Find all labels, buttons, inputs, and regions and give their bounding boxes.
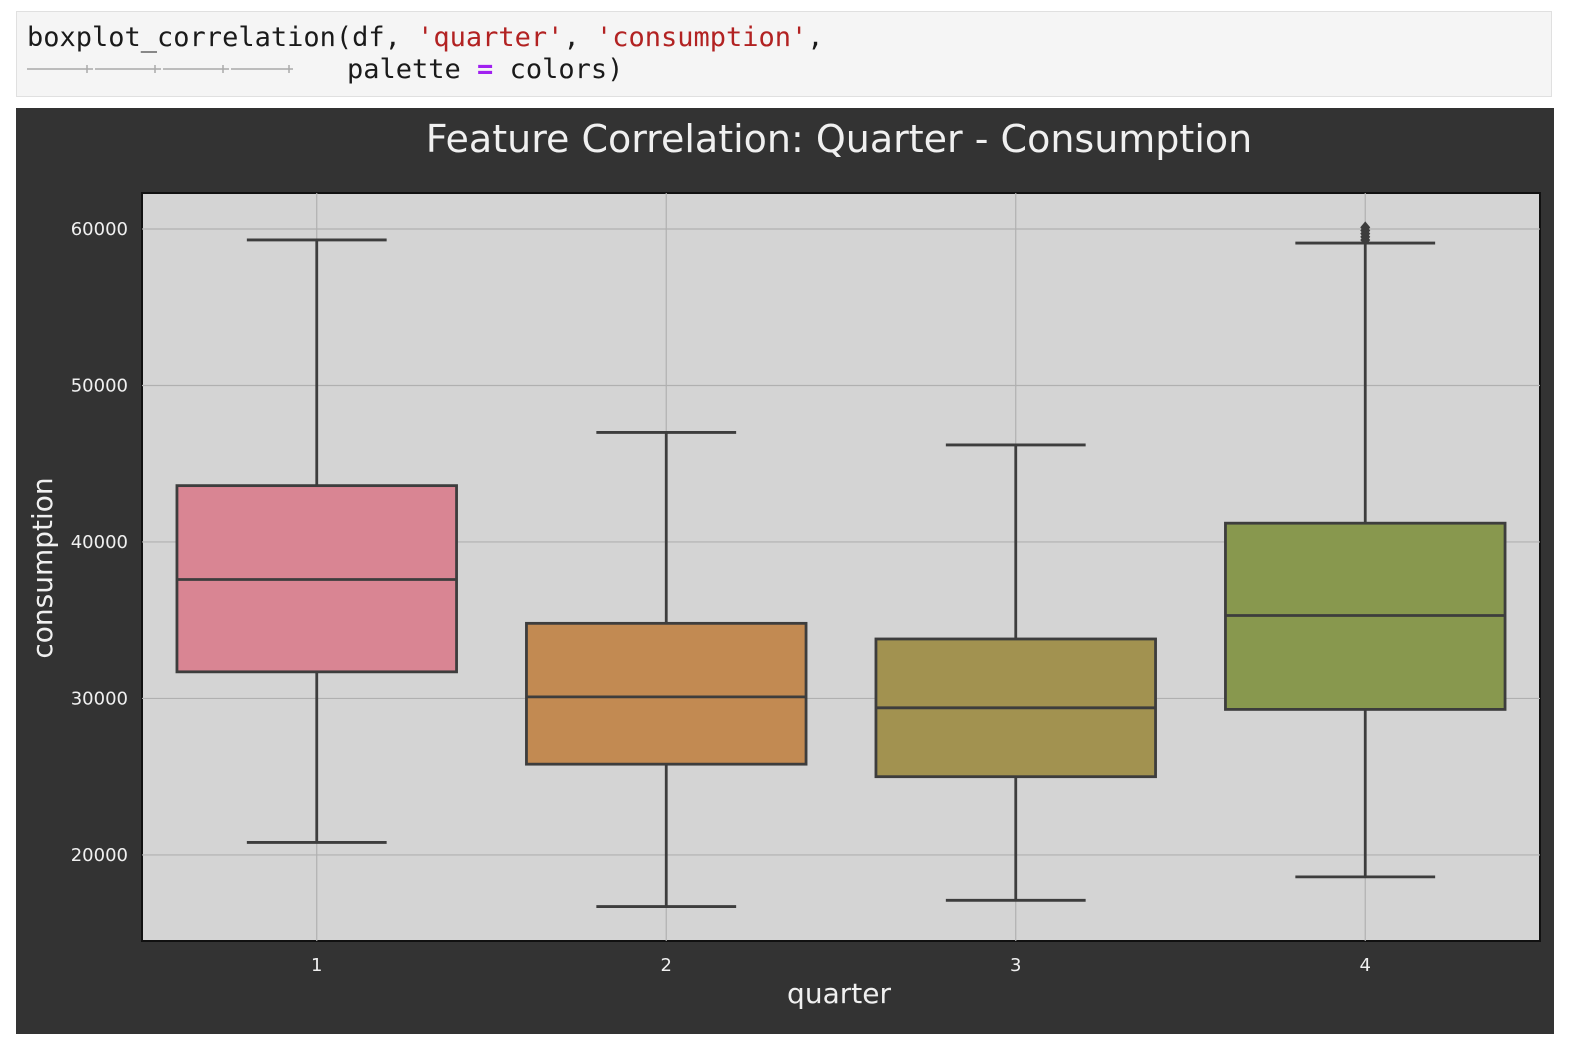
code-string-consumption: 'consumption' [595, 22, 808, 53]
box-group-quarter-2 [525, 431, 808, 908]
x-tick-label: 3 [1010, 955, 1021, 976]
chart-figure: Feature Correlation: Quarter - Consumpti… [16, 108, 1554, 1034]
code-cell[interactable]: boxplot_correlation(df, 'quarter', 'cons… [16, 11, 1552, 97]
code-token: , [807, 22, 824, 53]
code-token: colors) [493, 54, 624, 85]
code-token: , [563, 22, 596, 53]
code-operator: = [477, 54, 494, 85]
x-ticks: 1 2 3 4 [311, 955, 1371, 976]
box-group-quarter-1 [175, 238, 458, 844]
tab-indent-markers [27, 65, 293, 73]
code-line-2: palette = colors) [347, 54, 623, 85]
y-tick-label: 50000 [71, 375, 128, 396]
code-string-quarter: 'quarter' [417, 22, 564, 53]
y-tick-label: 20000 [71, 845, 128, 866]
y-tick-label: 40000 [71, 532, 128, 553]
chart-title: Feature Correlation: Quarter - Consumpti… [426, 117, 1252, 161]
box-iqr [525, 621, 808, 766]
box-group-quarter-4 [1224, 221, 1507, 879]
code-line-1: boxplot_correlation(df, 'quarter', 'cons… [27, 22, 824, 53]
x-tick-label: 1 [311, 955, 322, 976]
y-tick-label: 30000 [71, 688, 128, 709]
box-group-quarter-3 [874, 443, 1157, 902]
boxplot-chart: Feature Correlation: Quarter - Consumpti… [26, 117, 1541, 1010]
code-token: palette [347, 54, 478, 85]
boxes-layer [175, 221, 1507, 908]
y-ticks: 20000 30000 40000 50000 60000 [71, 219, 128, 866]
y-tick-label: 60000 [71, 219, 128, 240]
x-axis-label: quarter [787, 977, 891, 1010]
x-tick-label: 2 [661, 955, 672, 976]
x-tick-label: 4 [1360, 955, 1371, 976]
outlier-point [1360, 221, 1371, 234]
code-token: boxplot_correlation(df, [27, 22, 418, 53]
y-axis-label: consumption [26, 477, 59, 658]
